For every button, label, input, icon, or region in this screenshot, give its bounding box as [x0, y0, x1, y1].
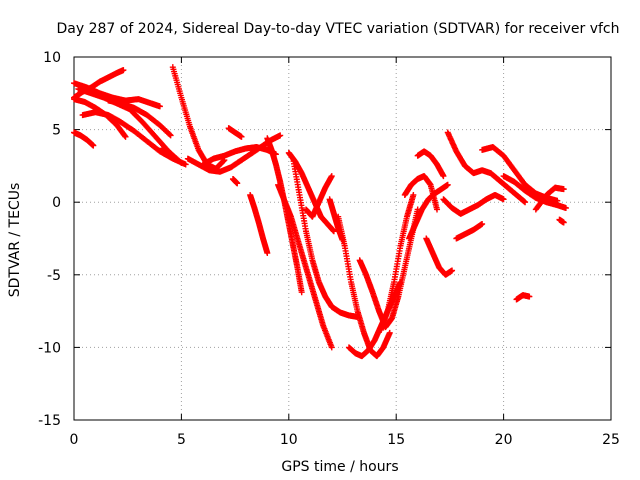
series-arc-27 [414, 148, 447, 180]
series-arc-24 [378, 191, 417, 333]
series-arc-14 [247, 191, 271, 257]
data-point [560, 219, 567, 226]
data-point [264, 250, 271, 257]
axis-ticks [73, 56, 612, 421]
data-point [120, 67, 127, 74]
series-arc-2 [71, 96, 129, 140]
x-tick-label: 25 [602, 432, 620, 448]
data-point [298, 289, 305, 296]
y-axis-label: SDTVAR / TECUs [7, 183, 23, 298]
data-point [560, 186, 567, 193]
series-arc-13 [229, 175, 241, 187]
y-tick-label: 0 [52, 195, 61, 211]
series-arc-3 [71, 129, 97, 149]
x-tick-label: 15 [387, 432, 405, 448]
data-point [166, 131, 173, 138]
data-points [71, 64, 569, 360]
series-arc-36 [513, 292, 533, 303]
data-point [90, 142, 97, 149]
x-tick-label: 20 [495, 432, 513, 448]
series-arc-35 [556, 216, 567, 226]
data-point [182, 161, 189, 168]
series-arc-30 [440, 191, 507, 217]
series-arc-6 [79, 109, 189, 168]
plot-frame [73, 56, 612, 421]
series-arc-10 [184, 132, 284, 175]
series-arc-11 [199, 144, 279, 168]
x-tick-label: 0 [70, 432, 79, 448]
data-point [330, 228, 337, 235]
data-point [122, 133, 129, 140]
data-point [277, 132, 284, 139]
grid-lines [74, 57, 611, 420]
y-tick-label: 10 [43, 50, 61, 66]
y-tick-label: 5 [52, 123, 61, 139]
series-arc-28 [423, 235, 456, 278]
y-tick-label: -5 [47, 268, 61, 284]
series-arc-33 [500, 173, 569, 212]
data-point [440, 173, 447, 180]
series-arc-16 [275, 181, 335, 351]
chart-title: Day 287 of 2024, Sidereal Day-to-day VTE… [56, 21, 619, 37]
data-point [234, 180, 241, 187]
data-point [449, 267, 456, 274]
series-arc-26 [401, 173, 441, 213]
series-arc-32 [479, 144, 561, 204]
data-point [165, 148, 172, 155]
data-point [156, 103, 163, 110]
series-arc-31 [453, 220, 486, 242]
data-point [479, 220, 486, 227]
y-tick-label: -15 [38, 413, 61, 429]
data-point [444, 181, 451, 188]
x-tick-label: 5 [177, 432, 186, 448]
series-arc-8 [159, 145, 172, 155]
series-arc-12 [225, 125, 245, 140]
y-tick-label: -10 [38, 340, 61, 356]
data-point [328, 173, 335, 180]
series-arc-7 [105, 97, 174, 139]
x-axis-label: GPS time / hours [281, 459, 398, 475]
data-point [238, 133, 245, 140]
series-arc-19 [302, 173, 335, 220]
series-arc-23 [356, 206, 421, 331]
series-arc-34 [532, 184, 567, 213]
data-point [522, 199, 529, 206]
data-point [167, 132, 174, 139]
series-arc-18 [285, 149, 337, 235]
tick-labels: 0 5 10 15 20 25 -15 -10 -5 0 5 10 [38, 50, 620, 448]
data-point [328, 344, 335, 351]
data-point [434, 206, 441, 213]
data-point [500, 196, 507, 203]
data-point [562, 205, 569, 212]
x-tick-label: 10 [280, 432, 298, 448]
series-arc-21 [335, 213, 393, 360]
data-point [386, 329, 393, 336]
series-arc-29 [444, 129, 529, 206]
data-point [526, 293, 533, 300]
data-point [410, 191, 417, 198]
